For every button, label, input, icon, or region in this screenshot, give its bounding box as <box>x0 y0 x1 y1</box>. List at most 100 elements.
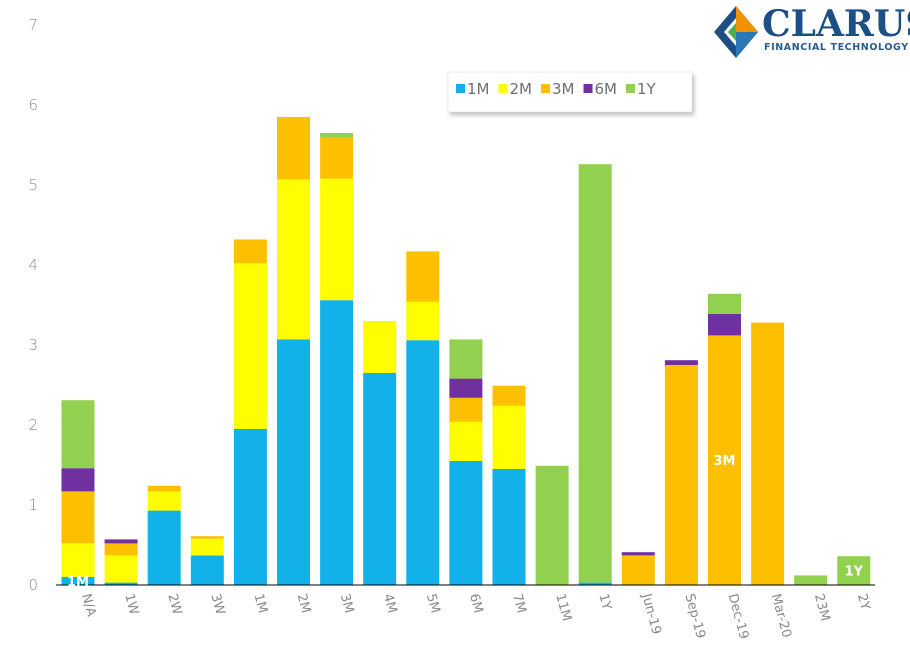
logo-name: CLARUS <box>762 3 910 45</box>
legend-swatch <box>626 84 635 93</box>
logo-tagline: FINANCIAL TECHNOLOGY <box>764 42 909 53</box>
x-category-label: 2M <box>294 592 314 615</box>
legend-swatch <box>498 84 508 93</box>
bar-segment-6m <box>104 539 138 544</box>
bar-segment-1m <box>406 340 440 585</box>
bar-segment-1m <box>277 339 310 585</box>
x-axis-category-labels: N/A 1W 2W 3W 1M 2M 3M 4M 5M 6M 7M 11M 1Y Jun-19 Sep-19… <box>78 591 873 641</box>
bar-series <box>61 117 871 585</box>
bar-segment-1y <box>61 400 95 469</box>
bar-segment-2m <box>104 555 138 583</box>
bar-segment-3m <box>104 543 138 556</box>
legend-swatch <box>583 84 593 93</box>
y-tick-label: 1 <box>28 496 38 514</box>
bar-segment-2m <box>320 178 354 301</box>
x-category-label: 3W <box>207 592 227 616</box>
legend-label: 3M <box>552 80 575 98</box>
bar-segment-3m <box>277 117 310 180</box>
bar-segment-2m <box>147 491 181 511</box>
x-category-label: Dec-19 <box>725 592 751 641</box>
x-category-label: 23M <box>811 592 833 623</box>
y-tick-label: 3 <box>28 336 38 354</box>
bar-segment-1m <box>449 461 483 585</box>
clarus-diamond-logo-icon <box>714 6 758 58</box>
bar-segment-1y <box>794 575 828 585</box>
legend-label: 1M <box>467 80 490 98</box>
bar-segment-2m <box>492 405 526 469</box>
segment-label: 1Y <box>845 565 864 580</box>
bar-segment-2m <box>363 321 397 373</box>
x-category-label: 7M <box>509 592 529 615</box>
bar-segment-3m <box>751 322 785 585</box>
legend-label: 1Y <box>637 80 657 98</box>
x-category-label: 11M <box>552 592 574 623</box>
legend-swatch <box>456 84 465 93</box>
bar-segment-6m <box>61 468 95 492</box>
bar-segment-1y <box>320 133 354 137</box>
bar-segment-3m <box>233 239 267 264</box>
bar-segment-3m <box>492 385 526 406</box>
bar-segment-2m <box>449 421 483 461</box>
bar-segment-1y <box>837 556 871 585</box>
bar-segment-1m <box>363 373 397 585</box>
bar-segment-3m <box>190 536 224 539</box>
bar-segment-1m <box>147 510 181 585</box>
bar-segment-6m <box>708 313 741 336</box>
bar-segment-1m <box>233 429 267 585</box>
bar-segment-1y <box>578 164 612 583</box>
bar-segment-1y <box>449 339 483 379</box>
x-category-label: 1Y <box>595 592 614 612</box>
bar-segment-1y <box>708 293 741 314</box>
bar-segment-2m <box>277 179 310 340</box>
y-tick-label: 5 <box>28 176 38 194</box>
bar-segment-2m <box>233 263 267 429</box>
bar-segment-1m <box>104 582 138 585</box>
bar-segment-1m <box>578 582 612 585</box>
x-category-label: 5M <box>423 592 443 615</box>
segment-labels: 1M 3M 1Y <box>67 454 864 590</box>
bar-segment-3m <box>147 485 181 492</box>
x-category-label: Sep-19 <box>682 592 708 640</box>
clarus-logo: CLARUS FINANCIAL TECHNOLOGY <box>712 2 910 60</box>
bar-segment-3m <box>664 365 698 585</box>
bar-segment-6m <box>449 378 483 398</box>
legend-box <box>447 71 693 113</box>
bar-segment-1m <box>190 555 224 585</box>
legend: 1M 2M 3M 6M 1Y <box>447 71 693 113</box>
segment-label: 1M <box>67 575 89 590</box>
x-category-label: 3M <box>337 592 357 615</box>
legend-label: 6M <box>595 80 618 98</box>
x-category-label: 1W <box>121 592 141 616</box>
segment-label: 3M <box>714 454 736 469</box>
x-category-label: 4M <box>380 592 400 615</box>
x-category-label: 1M <box>251 592 271 615</box>
x-category-label: Mar-20 <box>768 592 794 639</box>
bar-segment-1m <box>492 469 526 585</box>
bar-segment-3m <box>61 491 95 544</box>
bar-segment-3m <box>406 251 440 302</box>
bar-segment-2m <box>190 538 224 556</box>
bar-segment-6m <box>621 552 655 556</box>
y-tick-label: 2 <box>28 416 38 434</box>
bar-segment-3m <box>449 397 483 422</box>
x-category-label: 2Y <box>854 592 873 612</box>
y-tick-label: 6 <box>28 96 38 114</box>
bar-segment-6m <box>664 360 698 365</box>
legend-swatch <box>541 84 550 93</box>
x-category-label: Jun-19 <box>638 591 664 636</box>
bar-segment-1m <box>320 300 354 585</box>
x-category-label: 6M <box>466 592 486 615</box>
x-category-label: N/A <box>78 592 98 618</box>
y-tick-label: 0 <box>28 576 38 594</box>
bar-segment-3m <box>621 555 655 585</box>
legend-label: 2M <box>510 80 533 98</box>
bar-segment-3m <box>708 335 741 585</box>
bar-segment-3m <box>320 137 354 179</box>
y-axis-ticks: 0 1 2 3 4 5 6 7 <box>28 16 38 594</box>
bar-segment-2m <box>406 301 440 341</box>
bar-segment-2m <box>61 543 95 577</box>
bar-segment-1y <box>535 465 569 585</box>
bar-segment-1m <box>61 577 95 585</box>
x-category-label: 2W <box>164 592 184 616</box>
